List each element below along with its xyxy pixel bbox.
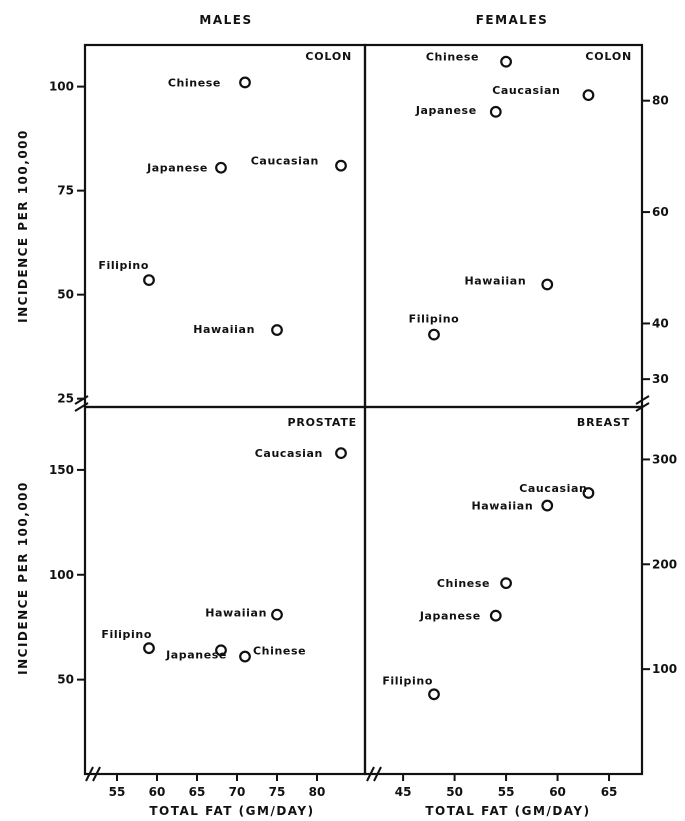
panel-2: COLON 30 40 60 80 Chinese Caucasian Japanese Haw…	[409, 50, 669, 386]
data-label-filipino: Filipino	[409, 313, 460, 326]
data-point-caucasian	[335, 159, 347, 172]
data-point-hawaiian	[271, 324, 283, 336]
data-point-japanese	[489, 609, 502, 622]
data-point-chinese	[500, 55, 512, 68]
panel-title: PROSTATE	[287, 416, 357, 429]
data-point-japanese	[489, 105, 502, 118]
data-point-filipino	[143, 642, 155, 655]
data-label-japanese: Japanese	[419, 610, 481, 623]
data-label-chinese: Chinese	[437, 577, 490, 590]
data-point-filipino	[428, 328, 440, 341]
axis-break-right-middle	[635, 395, 650, 412]
data-point-japanese	[215, 644, 227, 657]
panel-4: BREAST 100 200 300 45 50 55 60 65 Caucasian Hawaii…	[382, 416, 677, 799]
data-point-filipino	[143, 274, 155, 286]
frame-panel-male-prostate	[83, 405, 367, 776]
x-axis-title-left: TOTAL FAT (GM/DAY)	[149, 804, 314, 818]
panel-title: COLON	[305, 50, 352, 63]
axis-break-left-middle	[74, 395, 89, 412]
y-tick-label: 60	[652, 205, 669, 219]
data-label-hawaiian: Hawaiian	[464, 274, 526, 287]
data-point-hawaiian	[271, 608, 283, 621]
x-tick-label: 55	[498, 785, 515, 799]
data-label-caucasian: Caucasian	[519, 482, 587, 495]
data-label-filipino: Filipino	[382, 674, 433, 687]
data-point-caucasian	[335, 447, 347, 460]
data-label-caucasian: Caucasian	[492, 84, 560, 97]
data-label-caucasian: Caucasian	[255, 447, 323, 460]
data-label-hawaiian: Hawaiian	[205, 607, 267, 620]
panel-title: COLON	[585, 50, 632, 63]
x-tick-label: 75	[269, 785, 286, 799]
y-tick-label: 100	[652, 662, 677, 676]
y-tick-label: 25	[57, 392, 74, 406]
data-point-chinese	[239, 76, 251, 89]
data-point-filipino	[428, 688, 440, 701]
data-label-chinese: Chinese	[253, 645, 306, 658]
panel-1: COLON 25 50 75 100 Chinese Japanese Caucasian Fi…	[49, 50, 352, 406]
y-tick-label: 40	[652, 316, 669, 330]
y-tick-label: 200	[652, 557, 677, 571]
column-header-females: FEMALES	[476, 13, 549, 27]
frame-panel-female-colon	[363, 43, 644, 409]
data-label-filipino: Filipino	[101, 628, 152, 641]
y-tick-label: 50	[57, 288, 74, 302]
data-point-caucasian	[582, 487, 595, 499]
x-axis-title-right: TOTAL FAT (GM/DAY)	[425, 804, 590, 818]
panel-title: BREAST	[577, 416, 630, 429]
data-label-caucasian: Caucasian	[251, 155, 319, 168]
x-tick-label: 55	[109, 785, 126, 799]
x-tick-label: 80	[309, 785, 326, 799]
y-axis-title-top: INCIDENCE PER 100,000	[16, 129, 30, 323]
x-tick-label: 60	[549, 785, 566, 799]
y-tick-label: 30	[652, 372, 669, 386]
data-label-hawaiian: Hawaiian	[193, 323, 255, 336]
panel-3: PROSTATE 50 100 150 55 60 65 70 75 80 Caucasian Haw…	[49, 416, 357, 799]
data-label-chinese: Chinese	[168, 76, 221, 89]
x-tick-label: 65	[601, 785, 618, 799]
data-point-chinese	[239, 650, 251, 663]
y-tick-label: 75	[57, 184, 74, 198]
axis-break-bottom-middle	[366, 766, 382, 782]
frame-panel-male-colon	[83, 43, 367, 409]
x-tick-label: 65	[189, 785, 206, 799]
data-point-japanese	[215, 161, 227, 174]
x-tick-label: 45	[395, 785, 412, 799]
data-label-chinese: Chinese	[426, 51, 479, 64]
x-tick-label: 70	[229, 785, 246, 799]
y-axis-title-bottom: INCIDENCE PER 100,000	[16, 481, 30, 675]
x-tick-label: 50	[446, 785, 463, 799]
data-point-chinese	[500, 577, 512, 590]
y-tick-label: 150	[49, 463, 74, 477]
axis-break-bottom-left	[85, 766, 101, 782]
y-tick-label: 80	[652, 94, 669, 108]
data-point-hawaiian	[541, 499, 554, 512]
column-header-males: MALES	[199, 13, 252, 27]
y-tick-label: 50	[57, 673, 74, 687]
y-tick-label: 300	[652, 452, 677, 466]
data-label-filipino: Filipino	[98, 259, 149, 272]
y-tick-label: 100	[49, 568, 74, 582]
data-label-japanese: Japanese	[415, 104, 477, 117]
data-point-caucasian	[582, 89, 595, 102]
data-label-japanese: Japanese	[165, 648, 227, 661]
x-tick-label: 60	[149, 785, 166, 799]
data-label-japanese: Japanese	[146, 162, 208, 175]
y-tick-label: 100	[49, 80, 74, 94]
data-label-hawaiian: Hawaiian	[471, 500, 533, 513]
data-point-hawaiian	[541, 278, 554, 291]
frame-panel-female-breast	[363, 405, 644, 776]
